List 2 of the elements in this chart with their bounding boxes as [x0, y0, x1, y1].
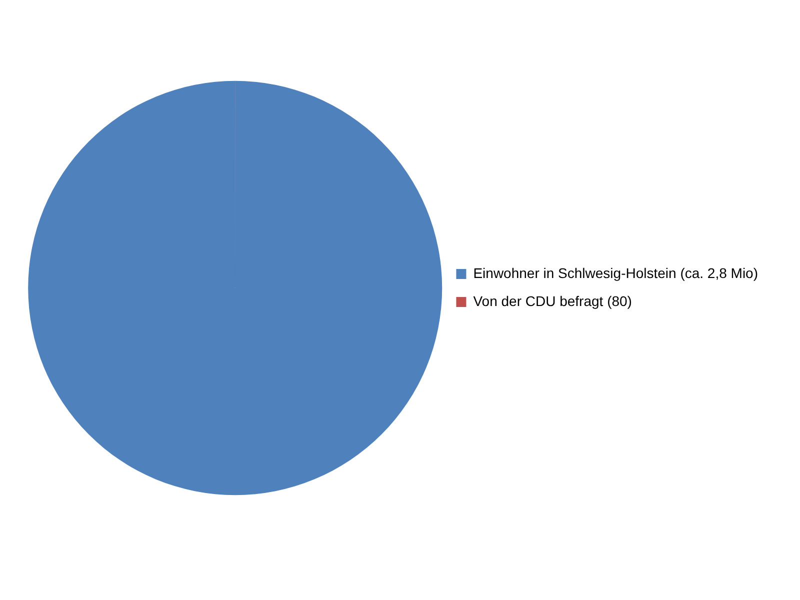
legend-label: Von der CDU befragt (80)	[473, 292, 632, 309]
legend-label: Einwohner in Schlwesig-Holstein (ca. 2,8 Mio)	[473, 264, 758, 281]
